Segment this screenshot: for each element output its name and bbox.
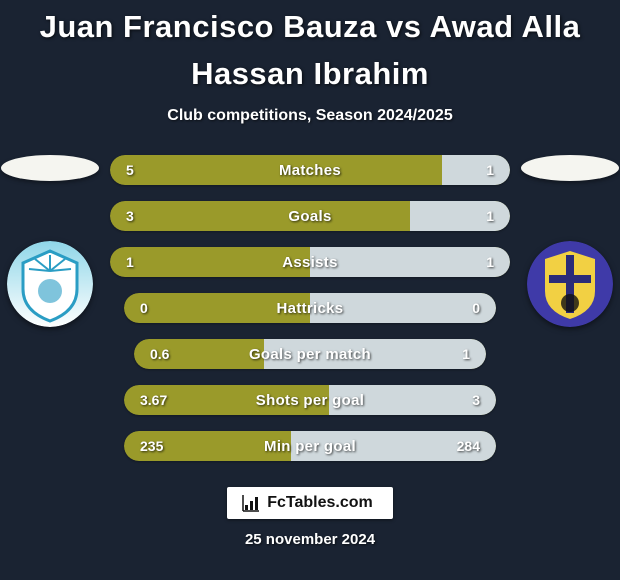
stat-bar: Goals 3 1 [110, 201, 510, 231]
stat-bar: Assists 1 1 [110, 247, 510, 277]
stat-row: Assists 1 1 [110, 247, 510, 277]
stat-label: Assists [282, 254, 337, 271]
stat-value-left: 1 [126, 247, 134, 277]
stat-value-right: 1 [462, 339, 470, 369]
left-club-badge-icon [7, 241, 93, 327]
page-title: Juan Francisco Bauza vs Awad Alla Hassan… [0, 4, 620, 97]
stat-value-right: 284 [457, 431, 480, 461]
stat-value-right: 1 [486, 155, 494, 185]
stat-value-left: 235 [140, 431, 163, 461]
stat-bar: Shots per goal 3.67 3 [124, 385, 496, 415]
left-flag-icon [1, 155, 99, 181]
brand-badge[interactable]: FcTables.com [227, 487, 393, 519]
stat-row: Hattricks 0 0 [110, 293, 510, 323]
stat-value-right: 0 [472, 293, 480, 323]
stat-bar: Hattricks 0 0 [124, 293, 496, 323]
stat-row: Goals per match 0.6 1 [110, 339, 510, 369]
stats-column: Matches51Goals31Assists11Hattricks00Goal… [110, 155, 510, 461]
stat-row: Min per goal 235 284 [110, 431, 510, 461]
comparison-card: Juan Francisco Bauza vs Awad Alla Hassan… [0, 0, 620, 580]
stat-bar: Min per goal 235 284 [124, 431, 496, 461]
body: Matches51Goals31Assists11Hattricks00Goal… [0, 155, 620, 461]
stat-label: Min per goal [264, 438, 356, 455]
stat-label: Shots per goal [256, 392, 364, 409]
stat-value-right: 3 [472, 385, 480, 415]
stat-row: Shots per goal 3.67 3 [110, 385, 510, 415]
stat-label: Hattricks [277, 300, 344, 317]
stat-value-left: 3 [126, 201, 134, 231]
stat-bar: Matches 5 1 [110, 155, 510, 185]
stat-value-left: 0.6 [150, 339, 169, 369]
stat-label: Goals [288, 208, 331, 225]
stat-label: Goals per match [249, 346, 371, 363]
footer-date: 25 november 2024 [245, 531, 375, 548]
stat-value-right: 1 [486, 201, 494, 231]
right-player-col [520, 155, 620, 327]
left-player-col [0, 155, 100, 327]
brand-text: FcTables.com [267, 494, 373, 512]
stat-value-left: 3.67 [140, 385, 167, 415]
stat-value-left: 5 [126, 155, 134, 185]
brand-chart-icon [241, 493, 261, 513]
subtitle: Club competitions, Season 2024/2025 [167, 107, 452, 125]
right-flag-icon [521, 155, 619, 181]
stat-row: Goals 3 1 [110, 201, 510, 231]
stat-label: Matches [279, 162, 341, 179]
stat-row: Matches 5 1 [110, 155, 510, 185]
stat-value-left: 0 [140, 293, 148, 323]
stat-value-right: 1 [486, 247, 494, 277]
right-club-badge-icon [527, 241, 613, 327]
stat-bar: Goals per match 0.6 1 [134, 339, 486, 369]
